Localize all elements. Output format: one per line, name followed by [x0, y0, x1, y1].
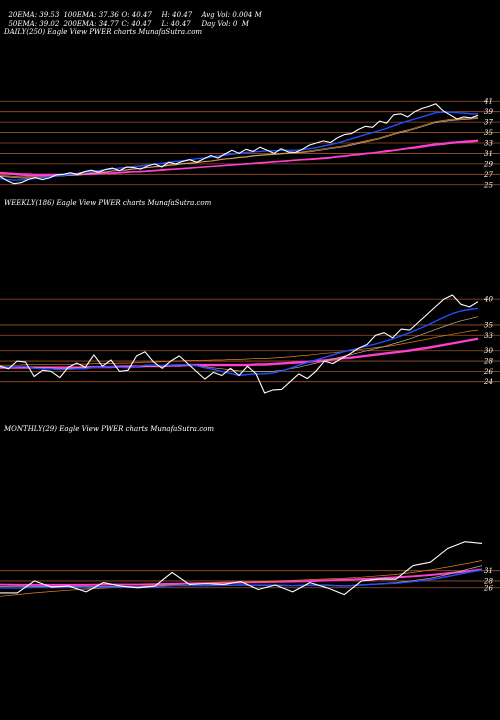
- monthly-panel-label: MONTHLY(29) Eagle View PWER charts Munaf…: [4, 425, 214, 433]
- high-label: H: 40.47: [161, 11, 193, 19]
- weekly-price-line: [0, 294, 479, 394]
- daily-ema-mid-line: [0, 118, 479, 179]
- weekly-tick-label: 40: [483, 296, 493, 304]
- daily-tick-label: 27: [483, 171, 493, 179]
- header-row-2: 50EMA: 39.02 200EMA: 34.77 C: 40.47 L: 40.4…: [4, 12, 249, 28]
- weekly-tick-label: 30: [484, 347, 493, 355]
- weekly-panel-label: WEEKLY(186) Eagle View PWER charts Munaf…: [4, 199, 212, 207]
- monthly-ema-orange-line: [0, 560, 483, 597]
- ema200-label: 200EMA: 34.77: [63, 20, 119, 28]
- monthly-tick-label: 28: [483, 577, 493, 585]
- monthly-tick-label: 26: [483, 584, 493, 592]
- weekly-tick-label: 24: [483, 378, 493, 386]
- daily-tick-label: 33: [484, 140, 493, 148]
- weekly-tick-label: 33: [484, 332, 493, 340]
- daily-tick-label: 25: [483, 181, 493, 189]
- ema20-label: 20EMA: 39.53: [8, 11, 60, 19]
- weekly-tick-label: 35: [484, 321, 493, 329]
- low-label: L: 40.47: [161, 20, 191, 28]
- daily-ema-orange-line: [0, 117, 479, 178]
- monthly-tick-label: 31: [484, 567, 493, 575]
- day-vol-label: Day Vol: 0 M: [201, 20, 249, 28]
- weekly-tick-label: 26: [483, 368, 493, 376]
- monthly-price-line: [0, 541, 483, 596]
- open-label: O: 40.47: [121, 11, 152, 19]
- daily-tick-label: 39: [484, 108, 493, 116]
- daily-tick-label: 41: [483, 98, 493, 106]
- daily-panel-label: DAILY(250) Eagle View PWER charts Munafa…: [4, 28, 203, 36]
- daily-tick-label: 29: [483, 160, 493, 168]
- daily-price-line: [0, 103, 479, 185]
- weekly-ema-long-line: [0, 337, 479, 369]
- weekly-ema-mid-line: [0, 316, 479, 373]
- ema50-label: 50EMA: 39.02: [8, 20, 60, 28]
- avg-vol-label: Avg Vol: 0.004 M: [201, 11, 262, 19]
- daily-tick-label: 35: [484, 129, 493, 137]
- header-row-1: 20EMA: 39.53 100EMA: 37.36 O: 40.47 H: 40.4…: [4, 3, 262, 19]
- ema100-label: 100EMA: 37.36: [63, 11, 119, 19]
- daily-tick-label: 37: [484, 119, 493, 127]
- daily-tick-label: 31: [484, 150, 493, 158]
- monthly-ema-short-line: [0, 569, 483, 589]
- close-label: C: 40.47: [121, 20, 152, 28]
- weekly-tick-label: 28: [483, 358, 493, 366]
